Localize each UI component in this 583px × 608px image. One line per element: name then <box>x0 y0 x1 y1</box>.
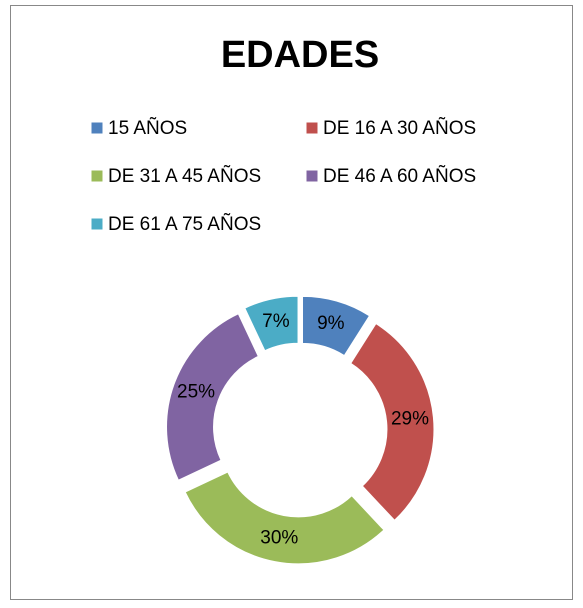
legend-swatch <box>90 169 104 183</box>
legend-label: DE 46 A 60 AÑOS <box>323 165 476 187</box>
donut-segment <box>244 295 299 352</box>
legend-label: DE 16 A 30 AÑOS <box>323 117 476 139</box>
legend-label: DE 31 A 45 AÑOS <box>108 165 261 187</box>
data-label: 7% <box>262 311 290 332</box>
legend-swatch <box>305 169 319 183</box>
data-label: 30% <box>260 528 298 549</box>
legend-label: 15 AÑOS <box>108 117 187 139</box>
legend-label: DE 61 A 75 AÑOS <box>108 213 261 235</box>
data-label: 9% <box>317 313 345 334</box>
data-label: 29% <box>391 409 429 430</box>
legend-swatch <box>305 121 319 135</box>
donut-segment <box>166 313 259 481</box>
donut-segment <box>350 322 435 521</box>
legend-swatch <box>90 217 104 231</box>
donut-segment <box>302 295 371 357</box>
donut-segment <box>184 471 385 565</box>
chart-title: EDADES <box>221 34 379 76</box>
legend-swatch <box>90 121 104 135</box>
data-label: 25% <box>177 382 215 403</box>
